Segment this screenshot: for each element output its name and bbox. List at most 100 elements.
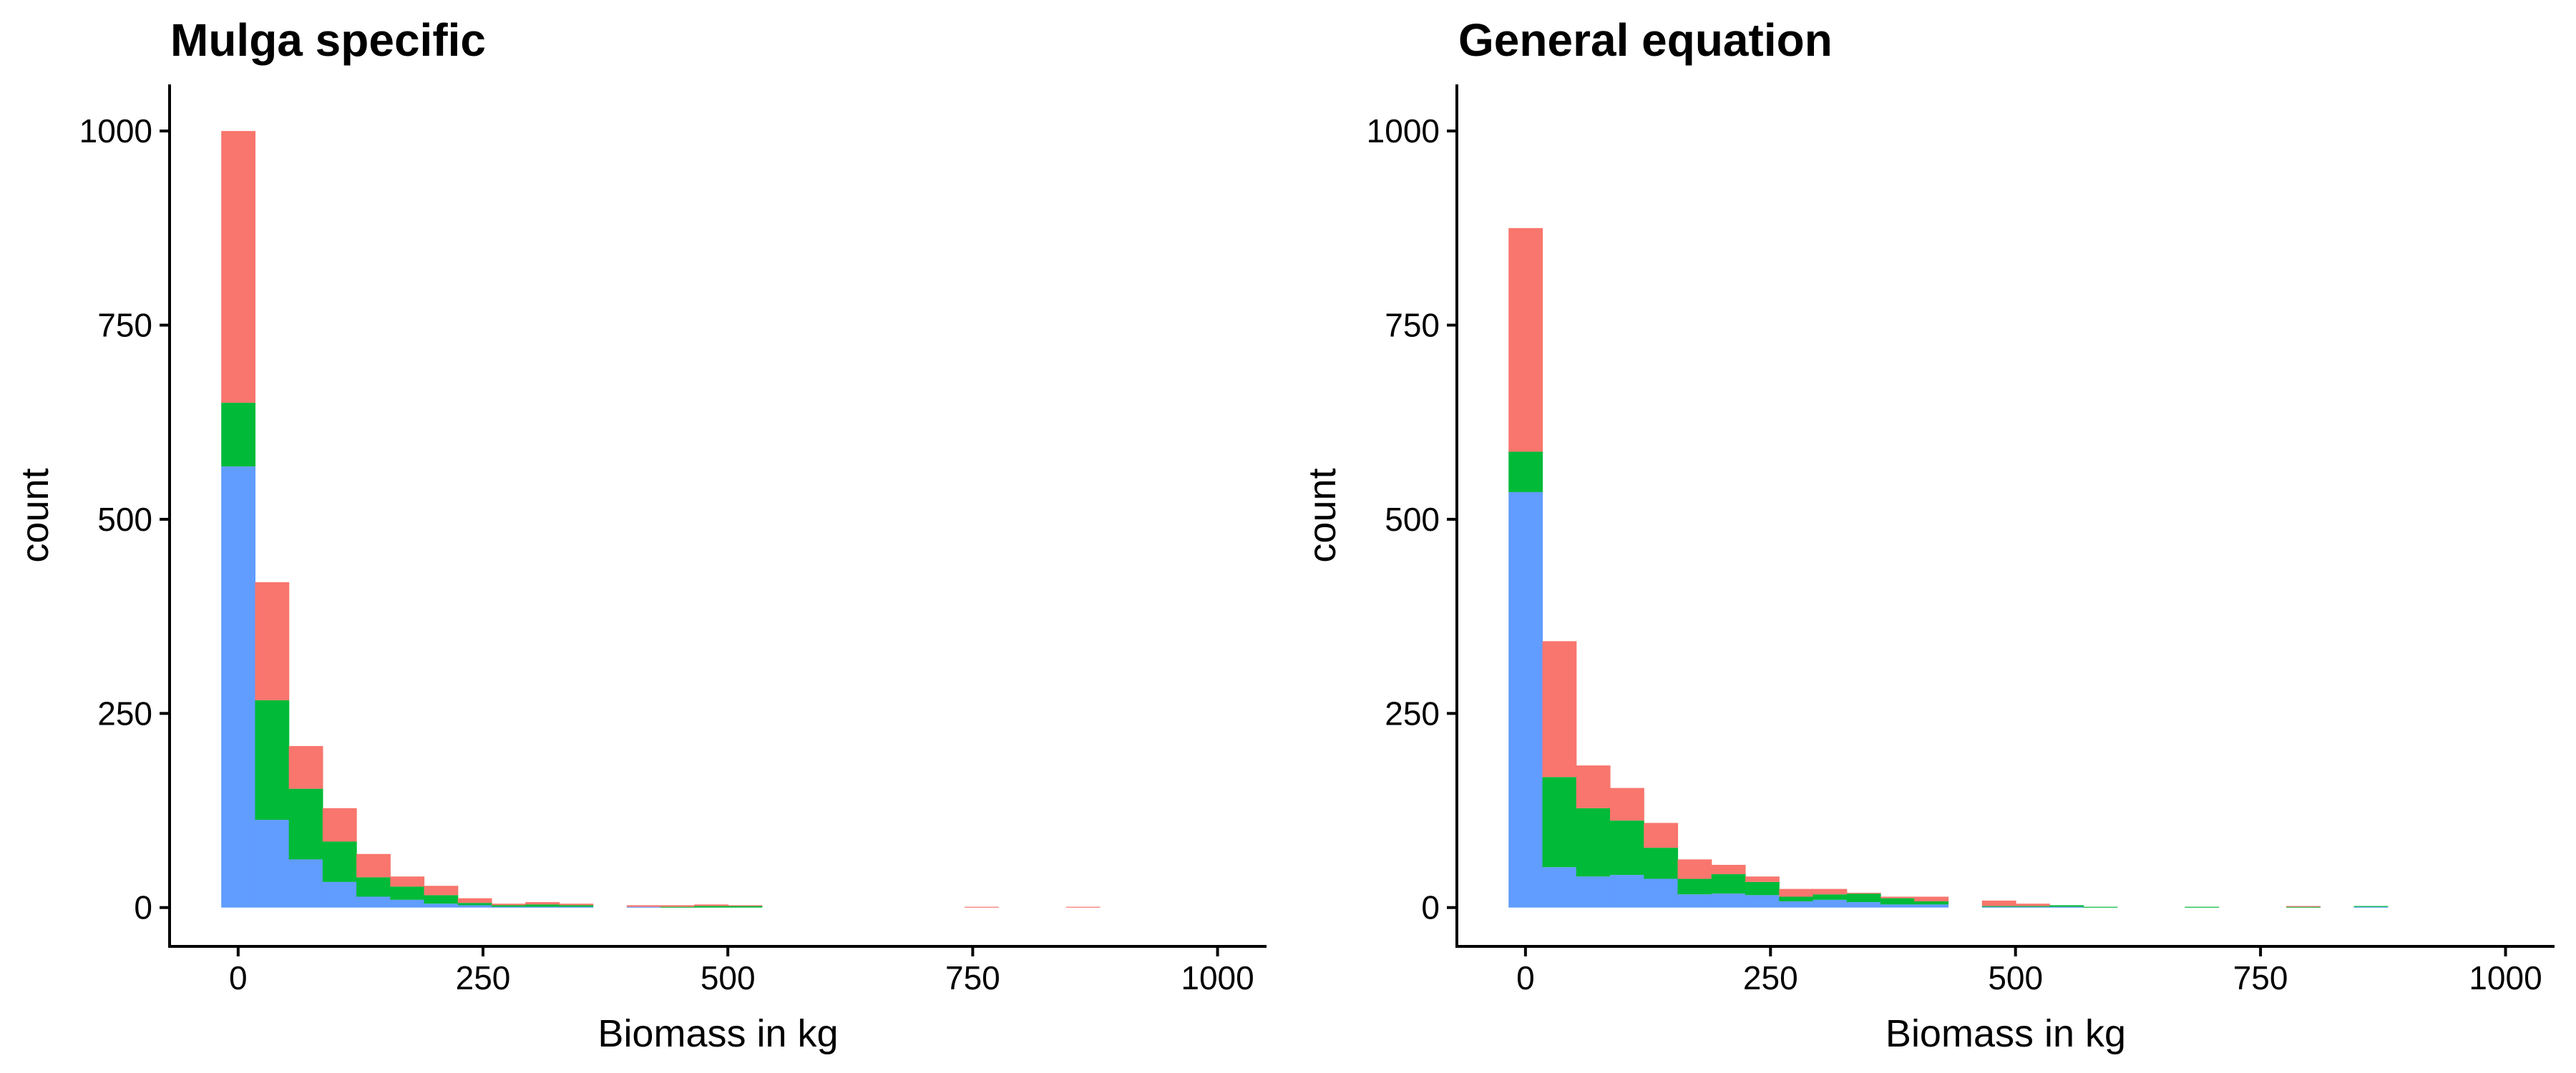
y-tick-label: 750 [1385,307,1440,344]
bar-segment [288,859,323,908]
bar-segment [525,904,560,907]
bar-segment [626,905,661,907]
bar-segment [2049,905,2084,907]
bar-segment [356,896,391,908]
bar-segment [2353,906,2389,907]
bar-segment [1610,788,1644,821]
bar-segment [2049,906,2084,908]
bar-segment [1677,859,1712,879]
bar-segment [457,905,492,908]
y-tick-label: 0 [1421,889,1440,926]
bar-segment [457,898,492,903]
bar-segment [255,582,290,700]
bar-segment [2286,906,2321,908]
x-tick-label: 1000 [2469,959,2542,996]
bar-segment [491,903,526,906]
bar-segment [1846,893,1881,903]
bar-segment [221,466,256,908]
bar-segment [288,745,323,789]
bar-segment [457,903,492,906]
bar-segment [356,877,391,897]
bar-segment [1981,900,2016,906]
panel-general-equation: 0 250 500 750 1000 0 250 500 750 1000 General equa… [1301,14,2555,1055]
bar-segment [322,808,357,842]
bar-segment [424,895,459,904]
bar-segment [1981,906,2016,907]
bar-segment [1677,878,1712,895]
bar-segment [491,905,526,907]
bar-segment [2083,906,2118,908]
bar-segment [559,906,594,908]
bar-segment [728,906,763,908]
panel-mulga-specific: 0 250 500 750 1000 0 250 500 750 1000 Mulga specif… [14,14,1267,1055]
bar-segment [1745,881,1780,896]
bar-segment [1610,820,1644,876]
bar-segment [660,905,695,907]
bar-segment [390,899,425,908]
bar-segment [1880,896,1915,898]
bar-segment [1745,876,1780,882]
panel-title: Mulga specific [170,14,486,66]
bars [1508,227,2389,908]
x-tick-label: 250 [1743,959,1798,996]
bar-segment [1779,888,1814,897]
bar-segment [660,906,695,908]
bar-segment [322,881,357,908]
bar-segment [221,403,256,467]
x-tick-label: 0 [229,959,248,996]
y-tick-label: 500 [1385,501,1440,538]
bar-segment [1914,901,1949,905]
bar-segment [1576,765,1611,808]
bar-segment [1779,896,1814,902]
bar-segment [424,903,459,908]
bar-segment [2286,906,2321,907]
bar-segment [1065,906,1101,908]
bar-segment [2185,906,2220,908]
bar-segment [1846,902,1881,908]
y-tick-label: 1000 [79,112,152,150]
bar-segment [1542,867,1577,908]
bar-segment [1981,906,2016,908]
bar-segment [525,906,560,908]
bar-segment [322,841,357,882]
x-tick-label: 250 [456,959,511,996]
bar-segment [1508,491,1543,908]
bar-segment [1813,894,1848,900]
bar-segment [1711,874,1746,894]
panel-title: General equation [1458,14,1833,66]
y-axis-title: count [14,468,57,562]
bar-segment [694,906,729,908]
bar-segment [1542,777,1577,868]
bar-segment [1610,875,1644,908]
bar-segment [491,906,526,908]
x-axis-title: Biomass in kg [1885,1012,2126,1055]
bar-segment [1576,808,1611,877]
x-tick-label: 500 [1988,959,2043,996]
bar-segment [2353,906,2389,908]
y-tick-label: 250 [97,695,152,732]
bar-segment [559,905,594,907]
y-tick-label: 750 [97,307,152,344]
y-tick-label: 250 [1385,695,1440,732]
bar-segment [1644,823,1679,848]
bar-segment [1677,894,1712,908]
bar-segment [424,886,459,896]
bar-segment [2016,903,2050,906]
bar-segment [1576,876,1611,908]
bar-segment [1813,888,1848,895]
bar-segment [1880,898,1915,905]
bar-segment [356,853,391,878]
bar-segment [390,886,425,900]
y-tick-label: 500 [97,501,152,538]
x-axis-title: Biomass in kg [597,1012,838,1055]
bar-segment [525,902,560,905]
bar-segment [1813,899,1848,908]
bar-segment [694,904,729,906]
bar-segment [1644,848,1679,879]
bar-segment [965,906,999,908]
bar-segment [728,905,763,906]
y-tick-label: 1000 [1367,112,1440,150]
bar-segment [221,131,256,403]
bar-segment [2016,906,2050,908]
